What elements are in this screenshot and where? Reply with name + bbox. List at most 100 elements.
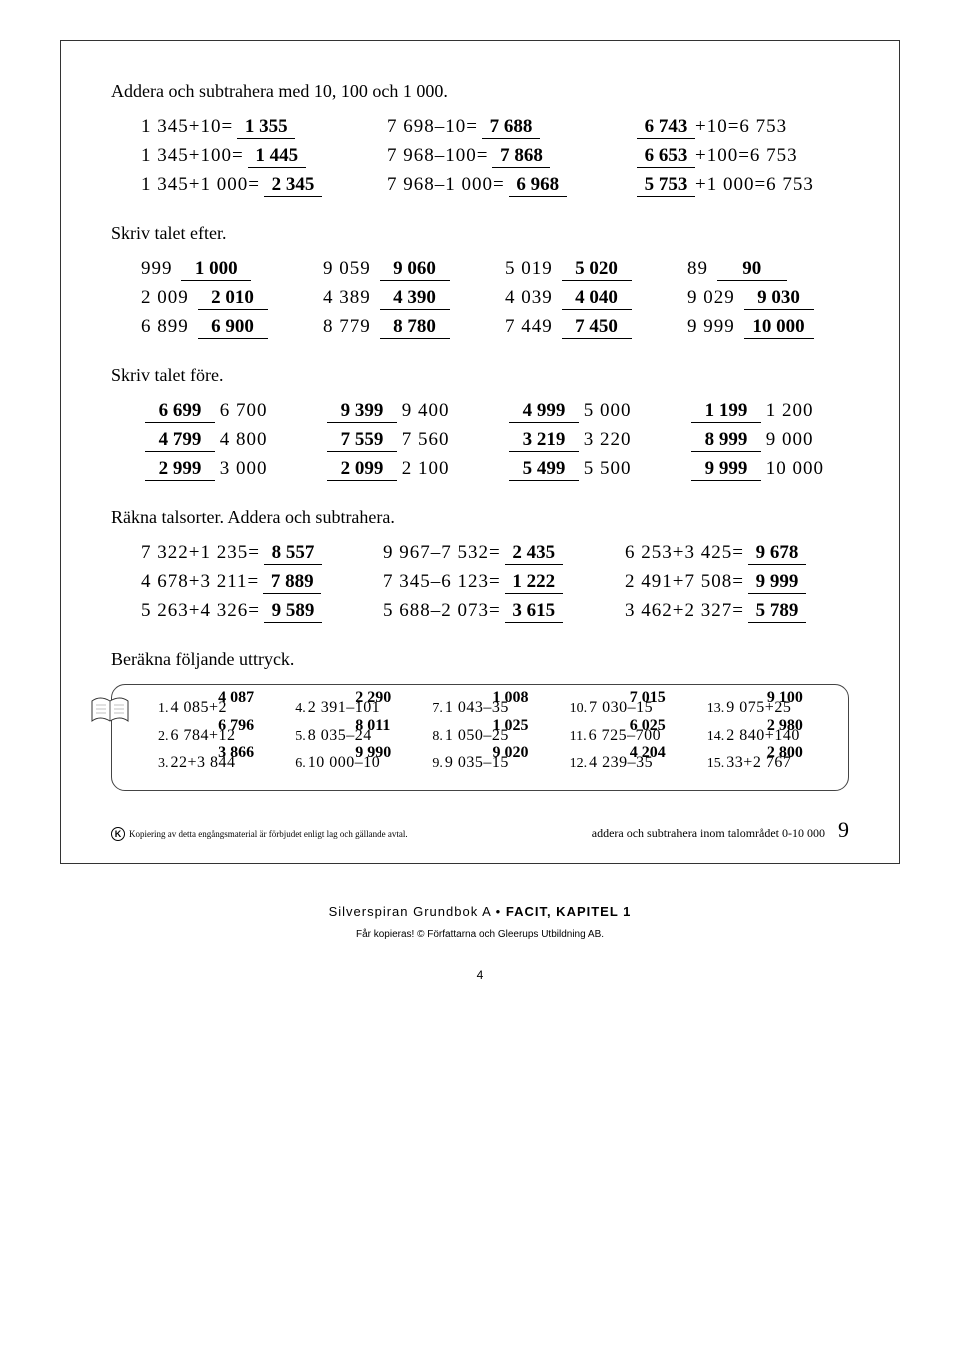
item-number: 9.: [432, 756, 443, 771]
number-pair: 5 019 5 020: [505, 258, 667, 281]
number-pair: 4 799 4 800: [141, 429, 303, 452]
expression-text: 2 491+7 508=: [625, 571, 744, 592]
number-pair: 4 039 4 040: [505, 287, 667, 310]
expression-text: 1 345+1 000=: [141, 174, 260, 196]
expression-text: 7 698–10=: [387, 116, 478, 138]
given-number: 999: [141, 258, 173, 279]
answer-blank: 9 060: [380, 258, 450, 281]
section3-heading: Skriv talet före.: [111, 365, 849, 386]
section5-grid: 4 0871.4 085+22 2904.2 391–1011 0087.1 0…: [158, 695, 832, 776]
number-pair: 4 999 5 000: [505, 400, 667, 423]
answer-blank: 7 559: [327, 429, 397, 452]
number-pair: 9 999 10 000: [687, 458, 849, 481]
given-number: 1 200: [766, 400, 814, 421]
item-number: 3.: [158, 756, 169, 771]
number-pair: 3 219 3 220: [505, 429, 667, 452]
given-number: 5 500: [584, 458, 632, 479]
item-number: 13.: [707, 701, 725, 716]
given-number: 4 389: [323, 287, 371, 308]
exercise-cell: 7 322+1 235=8 557: [141, 542, 365, 565]
number-pair: 999 1 000: [141, 258, 303, 281]
answer-blank: 1 355: [237, 116, 295, 139]
expression-text: +1 000=6 753: [695, 174, 814, 196]
answer-blank: 4 999: [509, 400, 579, 423]
item-number: 6.: [295, 756, 306, 771]
answer-blank: 2 010: [198, 287, 268, 310]
given-number: 6 899: [141, 316, 189, 337]
exercise-cell: 6 743 +10=6 753: [633, 116, 849, 139]
expression-text: 7 322+1 235=: [141, 542, 260, 563]
answer-blank: 5 753: [637, 174, 695, 197]
number-pair: 7 559 7 560: [323, 429, 485, 452]
number-pair: 6 699 6 700: [141, 400, 303, 423]
answer-blank: 1 445: [248, 145, 306, 168]
answer-blank: 9 589: [264, 600, 322, 623]
answer-blank: 7 889: [263, 571, 321, 594]
given-number: 9 059: [323, 258, 371, 279]
boxed-exercise: 9 9906.10 000–10: [295, 750, 420, 776]
exercise-cell: 3 462+2 327=5 789: [625, 600, 849, 623]
boxed-exercise: 4 20412.4 239–35: [570, 750, 695, 776]
exercise-cell: 4 678+3 211=7 889: [141, 571, 365, 594]
expression-text: 3 462+2 327=: [625, 600, 744, 621]
given-number: 7 449: [505, 316, 553, 337]
answer-blank: 1 000: [181, 258, 251, 281]
number-pair: 9 029 9 030: [687, 287, 849, 310]
answer-blank: 7 450: [562, 316, 632, 339]
expression-text: +10=6 753: [695, 116, 787, 138]
answer-overlay: 6 796: [218, 713, 254, 739]
answer-blank: 6 900: [198, 316, 268, 339]
item-number: 8.: [432, 729, 443, 744]
number-pair: 4 389 4 390: [323, 287, 485, 310]
answer-blank: 2 345: [264, 174, 322, 197]
section-number-after: Skriv talet efter. 999 1 0009 059 9 0605…: [111, 223, 849, 339]
item-number: 15.: [707, 756, 725, 771]
item-number: 14.: [707, 729, 725, 744]
section4-heading: Räkna talsorter. Addera och subtrahera.: [111, 507, 849, 528]
section1-grid: 1 345+10=1 3557 698–10=7 6886 743 +10=6 …: [111, 116, 849, 197]
answer-blank: 9 999: [748, 571, 806, 594]
expression-text: +100=6 753: [695, 145, 798, 167]
outer-page-number: 4: [60, 968, 900, 982]
answer-blank: 5 789: [748, 600, 806, 623]
answer-overlay: 4 204: [630, 740, 666, 766]
given-number: 2 009: [141, 287, 189, 308]
answer-overlay: 9 100: [767, 685, 803, 711]
exercise-cell: 6 253+3 425=9 678: [625, 542, 849, 565]
page-footer: K Kopiering av detta engångsmaterial är …: [111, 817, 849, 843]
section3-grid: 6 699 6 7009 399 9 4004 999 5 0001 199 1…: [111, 400, 849, 481]
answer-blank: 1 222: [505, 571, 563, 594]
number-pair: 89 90: [687, 258, 849, 281]
answer-blank: 1 199: [691, 400, 761, 423]
answer-blank: 4 799: [145, 429, 215, 452]
book-title: Silverspiran Grundbok A • FACIT, KAPITEL…: [60, 904, 900, 919]
answer-overlay: 4 087: [218, 685, 254, 711]
answer-blank: 90: [717, 258, 787, 281]
item-number: 11.: [570, 729, 587, 744]
given-number: 7 560: [402, 429, 450, 450]
section5-heading: Beräkna följande uttryck.: [111, 649, 849, 670]
given-number: 10 000: [766, 458, 824, 479]
answer-blank: 9 999: [691, 458, 761, 481]
footer-left: K Kopiering av detta engångsmaterial är …: [111, 827, 408, 841]
answer-blank: 5 020: [562, 258, 632, 281]
number-pair: 2 999 3 000: [141, 458, 303, 481]
exercise-cell: 5 263+4 326=9 589: [141, 600, 365, 623]
boxed-exercise: 9 0209.9 035–15: [432, 750, 557, 776]
number-pair: 2 099 2 100: [323, 458, 485, 481]
book-title-part-b: FACIT, KAPITEL 1: [506, 904, 632, 919]
item-number: 10.: [570, 701, 588, 716]
given-number: 9 029: [687, 287, 735, 308]
answer-blank: 9 030: [744, 287, 814, 310]
expression-text: 1 345+10=: [141, 116, 233, 138]
given-number: 6 700: [220, 400, 268, 421]
section1-heading: Addera och subtrahera med 10, 100 och 1 …: [111, 81, 849, 102]
number-pair: 5 499 5 500: [505, 458, 667, 481]
answer-blank: 7 868: [492, 145, 550, 168]
answer-overlay: 9 990: [355, 740, 391, 766]
answer-overlay: 8 011: [355, 713, 390, 739]
expression-text: 7 968–100=: [387, 145, 488, 167]
expression-text: 7 345–6 123=: [383, 571, 501, 592]
answer-blank: 10 000: [744, 316, 814, 339]
number-pair: 6 899 6 900: [141, 316, 303, 339]
